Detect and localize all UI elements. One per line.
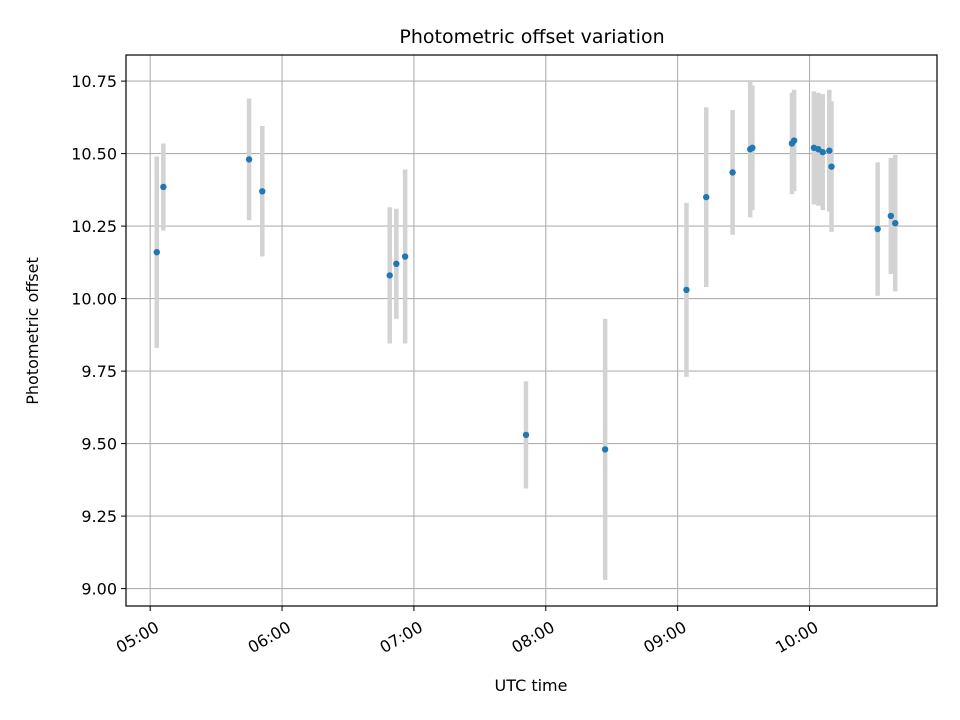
- data-point: [874, 225, 881, 233]
- data-point: [259, 188, 266, 195]
- data-point: [790, 137, 798, 144]
- y-tick-label: 10.50: [71, 145, 117, 164]
- y-tick-label: 9.00: [81, 580, 117, 599]
- y-tick-label: 9.25: [81, 507, 117, 526]
- data-point: [749, 144, 756, 151]
- y-axis-ticks: 9.00 9.25 9.50 9.75 10.00 10.25 10.50 10.75: [71, 72, 126, 599]
- plot-frame: [125, 54, 938, 607]
- grid: [126, 55, 937, 606]
- data-point: [401, 253, 409, 260]
- data-point: [892, 220, 899, 227]
- data-point: [683, 286, 690, 294]
- data-point: [386, 272, 393, 279]
- y-axis-title: Photometric offset: [23, 257, 42, 405]
- data-point: [703, 193, 710, 201]
- data-point: [522, 431, 530, 439]
- x-axis-title: UTC time: [495, 676, 568, 695]
- y-tick-label: 10.25: [71, 217, 117, 236]
- y-tick-label: 9.50: [81, 435, 117, 454]
- data-point: [153, 249, 160, 256]
- data-point: [729, 169, 736, 176]
- data-point: [887, 212, 895, 220]
- data-point: [601, 446, 609, 453]
- data-point: [828, 163, 835, 170]
- data-point: [393, 260, 400, 267]
- data-point: [826, 147, 833, 154]
- y-tick-label: 9.75: [81, 362, 117, 381]
- y-tick-label: 10.00: [71, 290, 117, 309]
- data-point: [160, 183, 167, 191]
- data-point: [819, 148, 826, 156]
- chart-title: Photometric offset variation: [399, 26, 664, 48]
- y-tick-label: 10.75: [71, 72, 117, 91]
- data-points: [153, 137, 899, 453]
- data-point: [245, 156, 253, 163]
